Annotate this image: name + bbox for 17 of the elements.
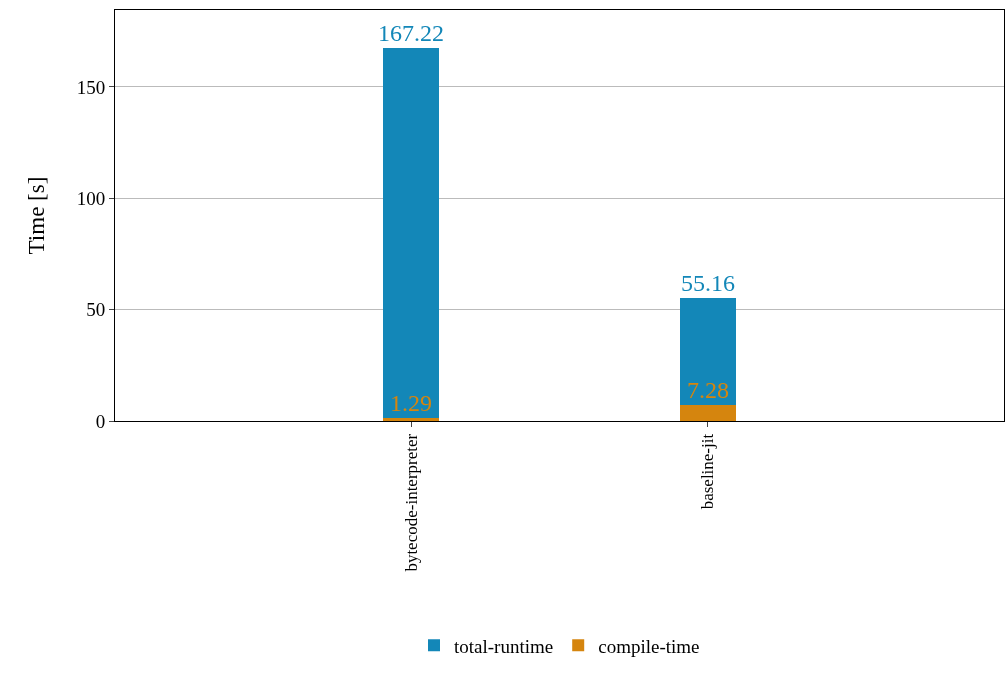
total-label: 167.22 [378,20,444,46]
bar [383,418,440,421]
legend-label: total-runtime [454,635,554,657]
y-tick-label: 0 [95,410,106,432]
y-axis-title: Time [s] [24,176,50,255]
y-tick-label: 50 [86,299,106,321]
bar [383,48,440,419]
y-tick-label: 100 [76,187,106,209]
x-tick-label: baseline-jit [698,433,718,510]
bar [679,404,736,421]
bar [679,298,736,405]
data-label: 7.28 [687,377,729,403]
x-tick-label: bytecode-interpreter [401,433,421,572]
y-tick-label: 150 [76,76,106,98]
data-label: 1.29 [390,390,432,416]
legend-label: compile-time [598,635,700,657]
total-label: 55.16 [681,270,735,296]
